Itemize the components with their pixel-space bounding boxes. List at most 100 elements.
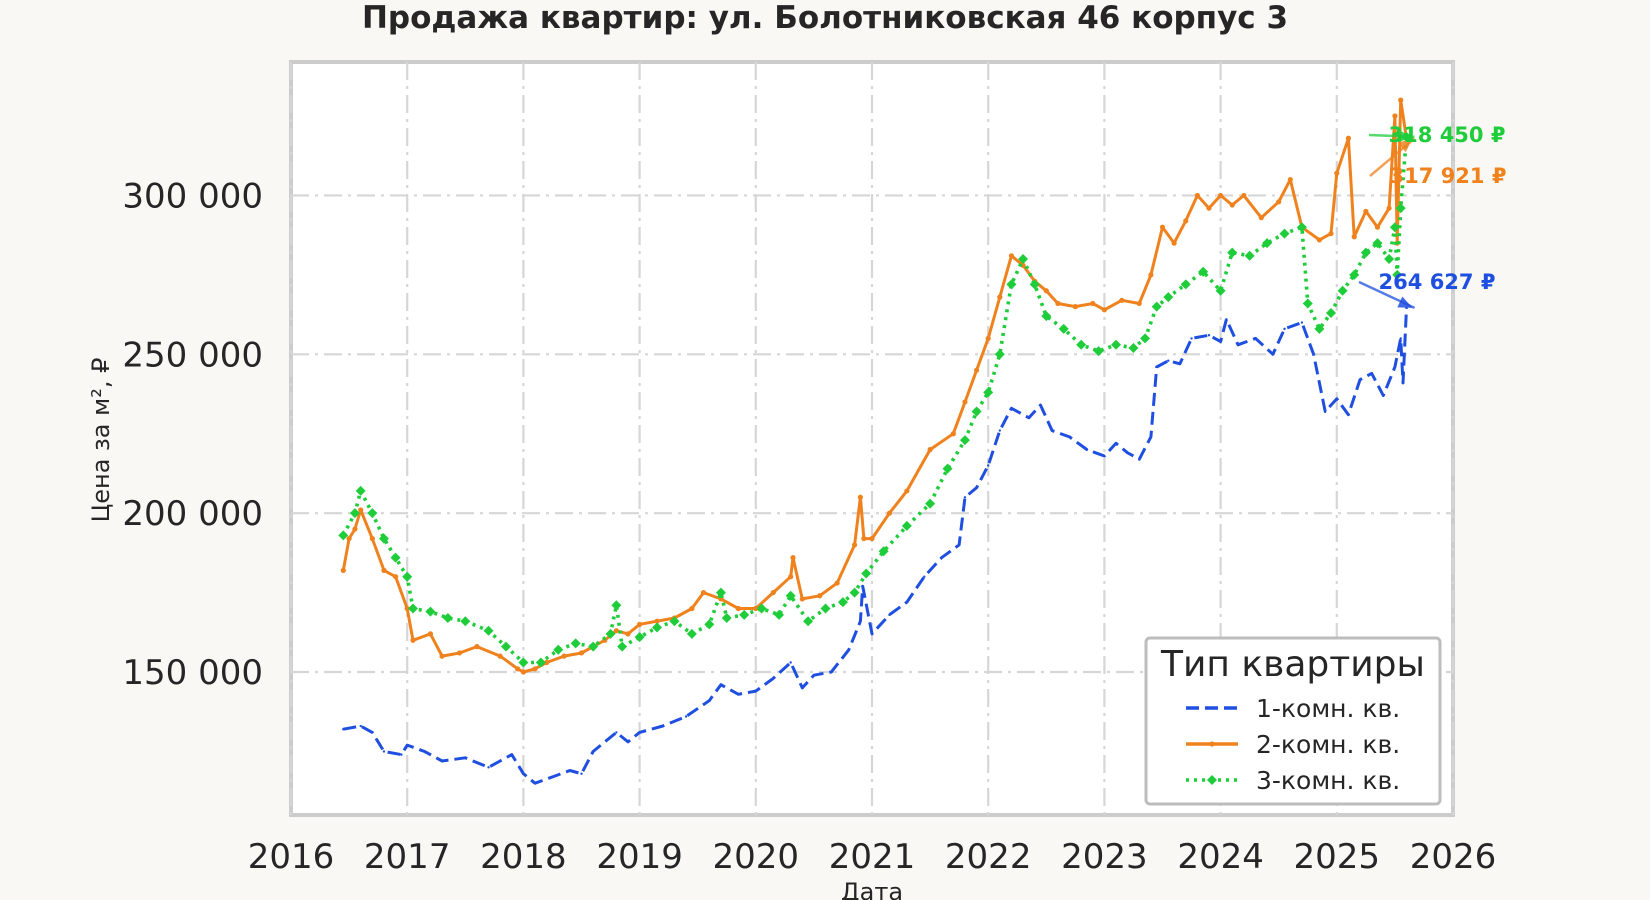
data-point (338, 530, 349, 541)
data-point (1382, 394, 1385, 397)
legend-marker (1207, 775, 1217, 785)
data-point (1351, 234, 1357, 240)
x-tick-label: 2026 (1410, 837, 1497, 877)
data-point (669, 616, 680, 627)
series-line-1 (343, 307, 1408, 785)
data-point (684, 715, 688, 718)
data-point (1194, 192, 1200, 199)
data-point (510, 753, 513, 756)
data-point (861, 568, 872, 579)
data-point (625, 631, 631, 637)
legend-entry-3: 3-комн. кв. (1186, 766, 1400, 795)
data-point (1136, 300, 1142, 307)
data-point (923, 575, 926, 578)
data-point (1347, 413, 1350, 416)
legend-marker (1209, 741, 1215, 747)
data-point (1006, 279, 1017, 290)
data-point (442, 613, 453, 624)
data-point (340, 567, 346, 573)
data-point (905, 600, 909, 604)
data-point (1287, 176, 1293, 183)
data-point (615, 731, 618, 734)
data-point (440, 759, 444, 763)
data-point (770, 589, 776, 596)
data-point (568, 769, 572, 772)
data-point (963, 496, 967, 499)
end-label-arrowhead (1397, 296, 1413, 308)
data-point (1325, 308, 1336, 318)
data-point (1039, 403, 1042, 407)
end-label-1: 264 627 ₽ (1358, 270, 1496, 309)
data-point (1399, 337, 1402, 340)
data-point (349, 508, 360, 519)
data-point (1389, 222, 1400, 233)
x-tick-label: 2024 (1177, 837, 1264, 877)
data-point (408, 603, 419, 614)
data-point (801, 686, 804, 690)
end-labels: 264 627 ₽ 317 921 ₽ 318 450 ₽ (1358, 123, 1506, 309)
x-tick-label: 2021 (829, 837, 916, 877)
data-point (1398, 97, 1404, 103)
data-point (1138, 457, 1141, 461)
data-point (532, 666, 538, 672)
data-point (497, 653, 503, 659)
data-point (617, 641, 628, 652)
data-point (959, 435, 970, 446)
data-point (1386, 205, 1392, 211)
end-label-arrowhead (1397, 138, 1413, 153)
data-point (1358, 378, 1362, 381)
data-point (1180, 279, 1191, 290)
data-point (1392, 113, 1398, 119)
data-point (869, 535, 875, 542)
legend-frame (1144, 636, 1442, 806)
data-point (1171, 240, 1177, 246)
data-point (940, 556, 943, 559)
data-point (605, 628, 616, 639)
data-point (561, 653, 567, 659)
data-point (1392, 269, 1403, 280)
data-point (847, 648, 850, 651)
data-point (381, 567, 387, 573)
legend-label: 1-комн. кв. (1256, 694, 1400, 723)
data-point (1328, 230, 1334, 237)
data-point (689, 605, 695, 612)
series-layer (338, 97, 1412, 785)
data-point (483, 625, 494, 636)
x-axis-title: Дата (841, 878, 903, 900)
data-point (654, 618, 660, 624)
data-point (719, 683, 723, 686)
data-point (927, 447, 933, 453)
legend-entry-2: 2-комн. кв. (1186, 730, 1400, 759)
data-point (1163, 292, 1174, 303)
data-point (994, 349, 1005, 360)
data-point (410, 637, 416, 643)
data-point (987, 464, 990, 467)
data-point (1219, 340, 1222, 343)
end-value-label: 264 627 ₽ (1379, 270, 1496, 294)
data-point (1335, 397, 1339, 400)
end-label-3: 318 450 ₽ (1368, 123, 1505, 147)
data-point (423, 750, 426, 753)
data-point (837, 597, 848, 608)
x-tick-label: 2025 (1294, 837, 1381, 877)
data-point (570, 638, 581, 649)
data-point (1101, 307, 1107, 313)
data-point (861, 585, 864, 588)
data-point (378, 533, 389, 544)
y-tick-label: 300 000 (122, 176, 263, 216)
data-point (1151, 301, 1162, 312)
data-point (1198, 266, 1209, 277)
chart-title: Продажа квартир: ул. Болотниковская 46 к… (362, 0, 1288, 36)
data-point (1159, 224, 1166, 230)
data-point (870, 632, 874, 636)
data-point (1128, 342, 1139, 353)
data-point (715, 587, 726, 598)
data-point (652, 622, 663, 633)
data-point (739, 609, 750, 620)
data-point (402, 571, 413, 582)
data-point (708, 699, 711, 702)
data-point (756, 603, 767, 614)
data-point (997, 294, 1003, 300)
data-point (474, 644, 480, 650)
data-point (382, 750, 386, 753)
